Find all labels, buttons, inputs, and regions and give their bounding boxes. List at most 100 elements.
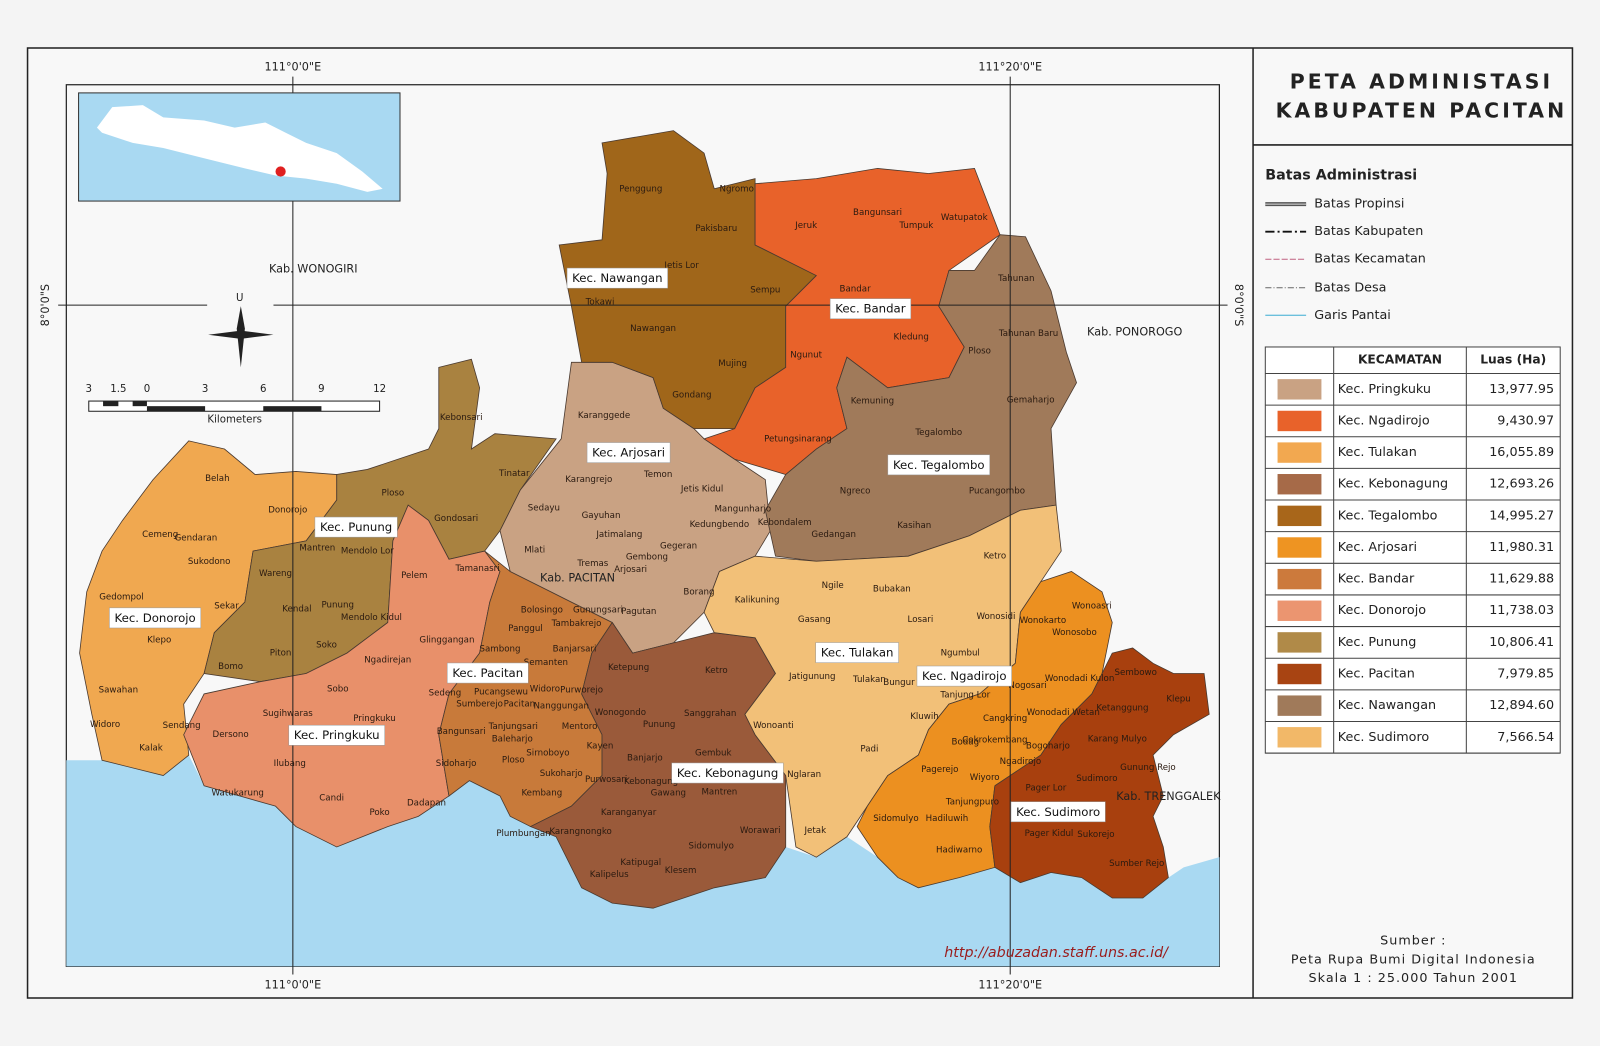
legend-label: Batas Propinsi xyxy=(1314,197,1404,212)
village-label: Sukorejo xyxy=(1077,830,1114,840)
village-label: Pagerejo xyxy=(921,765,958,775)
arrow-cross xyxy=(208,330,274,339)
district-label: Kec. Kebonagung xyxy=(671,762,784,784)
district-label: Kec. Ngadirojo xyxy=(916,665,1012,687)
village-label: Ilubang xyxy=(274,759,306,769)
village-label: Bandar xyxy=(840,284,872,294)
village-label: Sukoharjo xyxy=(540,769,583,779)
village-label: Mentoro xyxy=(562,722,598,732)
village-label: Jatimalang xyxy=(595,530,642,540)
village-label: Losari xyxy=(908,615,934,625)
village-label: Gegeran xyxy=(660,541,697,551)
village-label: Sempu xyxy=(750,285,780,295)
village-label: Ploso xyxy=(968,347,991,357)
village-label: Pakisbaru xyxy=(695,224,737,234)
village-label: Nogosari xyxy=(1008,681,1046,691)
table-name: Kec. Sudimoro xyxy=(1338,730,1430,745)
village-label: Jetis Lor xyxy=(663,261,699,271)
village-label: Pelem xyxy=(401,571,427,581)
village-label: Gayuhan xyxy=(582,511,621,521)
district-label: Kec. Pringkuku xyxy=(288,724,385,746)
village-label: Wonodadi Wetan xyxy=(1027,708,1100,718)
region-donorojo xyxy=(79,440,338,776)
table-swatch xyxy=(1277,632,1322,653)
village-label: Panggul xyxy=(508,624,543,634)
scale-tick-label: 9 xyxy=(318,384,324,395)
village-label: Sumberejo xyxy=(456,700,503,710)
scale-segment xyxy=(103,401,119,407)
village-label: Tokawi xyxy=(585,298,615,308)
village-label: Kebonagung xyxy=(624,777,678,787)
village-label: Tanjung Lor xyxy=(939,690,990,700)
source-text: Skala 1 : 25.000 Tahun 2001 xyxy=(1309,971,1518,986)
district-name: Kec. Arjosari xyxy=(592,446,665,460)
village-label: Sukodono xyxy=(188,557,231,567)
village-label: Gedompol xyxy=(99,592,143,602)
table-area: 9,430.97 xyxy=(1497,413,1554,428)
table-name: Kec. Ngadirojo xyxy=(1338,413,1430,428)
scale-unit: Kilometers xyxy=(207,414,262,425)
legend-heading: Batas Administrasi xyxy=(1265,168,1417,184)
village-label: Ngreco xyxy=(840,486,871,496)
village-label: Tegalombo xyxy=(914,428,962,438)
village-label: Gendaran xyxy=(175,533,218,543)
village-label: Kluwih xyxy=(910,712,939,722)
table-swatch xyxy=(1277,505,1322,527)
village-label: Sedayu xyxy=(528,504,560,514)
village-label: Donorojo xyxy=(268,506,307,516)
village-label: Bubakan xyxy=(873,584,911,594)
village-label: Klepu xyxy=(1166,695,1190,705)
village-label: Pagutan xyxy=(621,607,656,617)
village-label: Arjosari xyxy=(614,565,647,575)
district-name: Kec. Ngadirojo xyxy=(922,669,1006,683)
village-label: Banjarsari xyxy=(553,645,597,655)
village-label: Nanggungan xyxy=(533,702,589,712)
village-label: Sembowo xyxy=(1115,668,1157,678)
scale-bar: Kilometers 3 1.5 0 3 6 9 12 xyxy=(86,384,387,426)
district-label: Kec. Nawangan xyxy=(566,267,668,289)
village-label: Sugihwaras xyxy=(263,709,314,719)
village-label: Mangunharjo xyxy=(714,505,771,515)
village-label: Mendolo Kidul xyxy=(341,613,402,623)
village-label: Klesem xyxy=(665,866,697,876)
village-label: Tamanasri xyxy=(454,564,499,574)
table-area: 11,980.31 xyxy=(1489,540,1554,555)
table-name: Kec. Pacitan xyxy=(1338,667,1415,682)
village-label: Belah xyxy=(205,474,229,484)
sea xyxy=(66,755,1220,967)
village-label: Worawari xyxy=(740,826,781,836)
coord-label: 8°0'0"S xyxy=(39,284,52,326)
inset-map xyxy=(78,92,401,202)
village-label: Sudimoro xyxy=(1076,774,1117,784)
village-label: Sumber Rejo xyxy=(1109,859,1164,869)
village-label: Plumbungan xyxy=(496,829,550,839)
village-label: Wonoanti xyxy=(753,721,794,731)
scale-tick-label: 3 xyxy=(86,384,92,395)
village-label: Padi xyxy=(860,745,878,755)
village-label: Kembang xyxy=(521,788,562,798)
village-label: Kedungbendo xyxy=(690,520,750,530)
village-label: Cokrokembang xyxy=(962,735,1027,745)
village-label: Sawahan xyxy=(99,685,138,695)
north-label: U xyxy=(236,293,243,304)
table-area: 13,977.95 xyxy=(1489,382,1554,397)
village-label: Wonosobo xyxy=(1052,628,1097,638)
village-label: Ploso xyxy=(502,756,525,766)
village-label: Kledung xyxy=(894,332,929,342)
district-box xyxy=(109,607,202,629)
village-label: Gawang xyxy=(651,788,686,798)
village-label: Kasihan xyxy=(897,521,931,531)
table-name: Kec. Bandar xyxy=(1338,572,1415,587)
district-labels: Kec. Nawangan Kec. Bandar Kec. Arjosari Kec… xyxy=(109,267,1106,823)
village-label: Poko xyxy=(369,808,389,818)
village-label: Pacitan xyxy=(504,700,535,710)
village-label: Penggung xyxy=(619,184,662,194)
district-name: Kec. Sudimoro xyxy=(1016,805,1100,819)
village-label: Borang xyxy=(683,587,714,597)
village-label: Tinatar xyxy=(498,469,530,479)
village-label: Watupatok xyxy=(941,213,988,223)
village-label: Sidomulyo xyxy=(873,814,918,824)
village-label: Widoro xyxy=(90,720,120,730)
